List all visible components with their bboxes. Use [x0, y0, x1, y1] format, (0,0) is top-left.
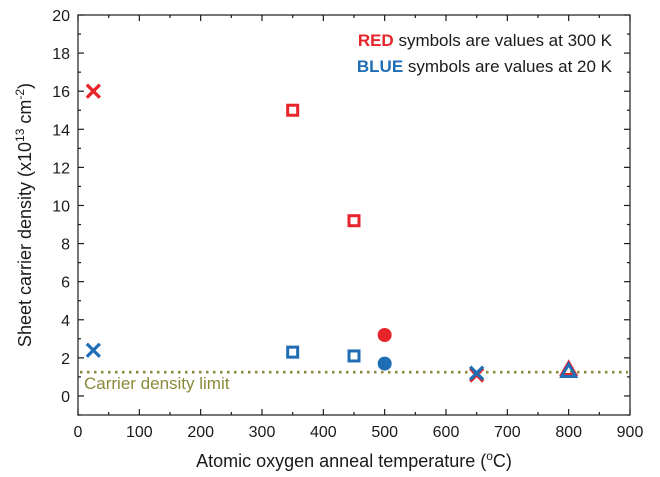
y-tick-label: 20 [52, 8, 70, 25]
red-circle-point [377, 328, 392, 342]
legend-red-key: RED [358, 31, 394, 50]
legend-blue-key: BLUE [357, 57, 403, 76]
x-axis-title-degree: o [486, 449, 493, 463]
x-tick-label: 500 [371, 424, 398, 441]
y-axis-title: Sheet carrier density (x1013 cm-2) [13, 83, 35, 347]
y-tick-label: 14 [52, 122, 70, 139]
y-axis-title-main: Sheet carrier density (x10 [15, 142, 35, 347]
y-axis-title-exp1: 13 [13, 128, 27, 142]
y-tick-labels: 0 2 4 6 8 10 12 14 16 18 20 [52, 8, 70, 406]
x-tick-label: 300 [249, 424, 276, 441]
y-axis-title-exp2: -2 [13, 89, 27, 100]
y-tick-label: 12 [52, 160, 70, 177]
legend-red-entry: RED symbols are values at 300 K [358, 31, 613, 50]
y-tick-label: 10 [52, 198, 70, 215]
y-tick-label: 16 [52, 84, 70, 101]
legend-blue-entry: BLUE symbols are values at 20 K [357, 57, 613, 76]
x-axis-title: Atomic oxygen anneal temperature (oC) [196, 449, 512, 471]
legend-blue-text: symbols are values at 20 K [403, 57, 612, 76]
y-tick-label: 2 [61, 351, 70, 368]
red-square-point [347, 214, 361, 228]
carrier-density-limit-label: Carrier density limit [84, 374, 230, 393]
x-axis-title-main: Atomic oxygen anneal temperature ( [196, 451, 486, 471]
y-tick-label: 4 [61, 313, 70, 330]
x-tick-label: 100 [126, 424, 153, 441]
blue-square-point [286, 345, 300, 359]
x-tick-label: 200 [187, 424, 214, 441]
blue-x-point [85, 342, 101, 358]
y-tick-label: 18 [52, 46, 70, 63]
red-x-point [85, 83, 101, 99]
blue-square-point [347, 349, 361, 363]
x-tick-label: 900 [617, 424, 644, 441]
blue-x-point [469, 365, 485, 381]
plot-area-frame [77, 14, 631, 416]
blue-circle-point [377, 356, 392, 371]
legend-red-text: symbols are values at 300 K [394, 31, 613, 50]
data-points [85, 83, 579, 383]
x-tick-label: 800 [555, 424, 582, 441]
x-tick-labels: 0 100 200 300 400 500 600 700 800 900 [74, 424, 644, 441]
y-tick-label: 0 [61, 389, 70, 406]
x-tick-label: 400 [310, 424, 337, 441]
y-tick-label: 8 [61, 237, 70, 254]
y-axis-title-end: ) [15, 83, 35, 89]
x-tick-label: 700 [494, 424, 521, 441]
x-tick-label: 0 [74, 424, 83, 441]
y-tick-label: 6 [61, 275, 70, 292]
blue-triangle-point [559, 361, 579, 378]
x-tick-label: 600 [433, 424, 460, 441]
red-square-point [286, 103, 300, 117]
y-axis-title-unit: cm [15, 100, 35, 129]
x-axis-title-unit: C) [493, 451, 512, 471]
